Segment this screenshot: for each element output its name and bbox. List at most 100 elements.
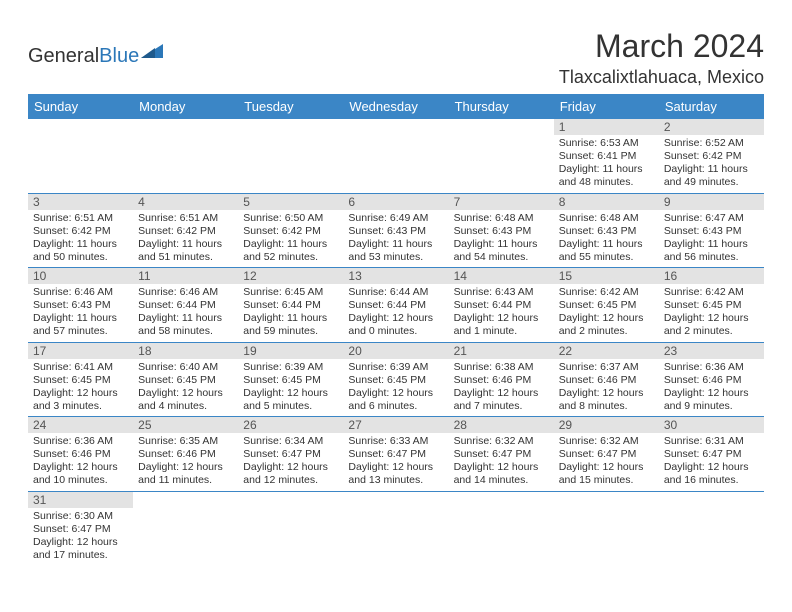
day-text: Sunrise: 6:39 AMSunset: 6:45 PMDaylight:… bbox=[343, 359, 448, 417]
day-cell: 2Sunrise: 6:52 AMSunset: 6:42 PMDaylight… bbox=[659, 119, 764, 193]
day-cell: 20Sunrise: 6:39 AMSunset: 6:45 PMDayligh… bbox=[343, 342, 448, 417]
weekday-header: Sunday bbox=[28, 94, 133, 119]
day-cell: 28Sunrise: 6:32 AMSunset: 6:47 PMDayligh… bbox=[449, 417, 554, 492]
empty-cell bbox=[238, 491, 343, 565]
day-text: Sunrise: 6:43 AMSunset: 6:44 PMDaylight:… bbox=[449, 284, 554, 342]
day-number: 6 bbox=[343, 194, 448, 210]
day-cell: 22Sunrise: 6:37 AMSunset: 6:46 PMDayligh… bbox=[554, 342, 659, 417]
weekday-header: Saturday bbox=[659, 94, 764, 119]
day-number: 19 bbox=[238, 343, 343, 359]
day-number: 26 bbox=[238, 417, 343, 433]
day-text: Sunrise: 6:36 AMSunset: 6:46 PMDaylight:… bbox=[659, 359, 764, 417]
day-text: Sunrise: 6:50 AMSunset: 6:42 PMDaylight:… bbox=[238, 210, 343, 268]
weekday-header: Friday bbox=[554, 94, 659, 119]
title-block: March 2024 Tlaxcalixtlahuaca, Mexico bbox=[559, 28, 764, 88]
day-number: 29 bbox=[554, 417, 659, 433]
empty-cell bbox=[238, 119, 343, 193]
day-cell: 21Sunrise: 6:38 AMSunset: 6:46 PMDayligh… bbox=[449, 342, 554, 417]
day-number: 2 bbox=[659, 119, 764, 135]
day-cell: 27Sunrise: 6:33 AMSunset: 6:47 PMDayligh… bbox=[343, 417, 448, 492]
empty-cell bbox=[133, 491, 238, 565]
empty-cell bbox=[133, 119, 238, 193]
day-text: Sunrise: 6:53 AMSunset: 6:41 PMDaylight:… bbox=[554, 135, 659, 193]
day-number: 16 bbox=[659, 268, 764, 284]
day-number: 5 bbox=[238, 194, 343, 210]
day-text: Sunrise: 6:35 AMSunset: 6:46 PMDaylight:… bbox=[133, 433, 238, 491]
day-number: 15 bbox=[554, 268, 659, 284]
empty-cell bbox=[449, 119, 554, 193]
day-number: 1 bbox=[554, 119, 659, 135]
day-number: 3 bbox=[28, 194, 133, 210]
day-text: Sunrise: 6:45 AMSunset: 6:44 PMDaylight:… bbox=[238, 284, 343, 342]
day-text: Sunrise: 6:41 AMSunset: 6:45 PMDaylight:… bbox=[28, 359, 133, 417]
empty-cell bbox=[343, 491, 448, 565]
day-cell: 6Sunrise: 6:49 AMSunset: 6:43 PMDaylight… bbox=[343, 193, 448, 268]
day-cell: 9Sunrise: 6:47 AMSunset: 6:43 PMDaylight… bbox=[659, 193, 764, 268]
location: Tlaxcalixtlahuaca, Mexico bbox=[559, 67, 764, 88]
day-number: 21 bbox=[449, 343, 554, 359]
day-text: Sunrise: 6:42 AMSunset: 6:45 PMDaylight:… bbox=[659, 284, 764, 342]
empty-cell bbox=[343, 119, 448, 193]
day-text: Sunrise: 6:37 AMSunset: 6:46 PMDaylight:… bbox=[554, 359, 659, 417]
day-text: Sunrise: 6:46 AMSunset: 6:44 PMDaylight:… bbox=[133, 284, 238, 342]
day-number: 7 bbox=[449, 194, 554, 210]
sail-icon bbox=[141, 44, 163, 58]
day-cell: 30Sunrise: 6:31 AMSunset: 6:47 PMDayligh… bbox=[659, 417, 764, 492]
day-text: Sunrise: 6:51 AMSunset: 6:42 PMDaylight:… bbox=[133, 210, 238, 268]
day-cell: 15Sunrise: 6:42 AMSunset: 6:45 PMDayligh… bbox=[554, 268, 659, 343]
day-number: 28 bbox=[449, 417, 554, 433]
day-text: Sunrise: 6:30 AMSunset: 6:47 PMDaylight:… bbox=[28, 508, 133, 566]
day-text: Sunrise: 6:34 AMSunset: 6:47 PMDaylight:… bbox=[238, 433, 343, 491]
empty-cell bbox=[659, 491, 764, 565]
calendar-body: 1Sunrise: 6:53 AMSunset: 6:41 PMDaylight… bbox=[28, 119, 764, 565]
day-text: Sunrise: 6:31 AMSunset: 6:47 PMDaylight:… bbox=[659, 433, 764, 491]
day-number: 14 bbox=[449, 268, 554, 284]
logo-text-dark: General bbox=[28, 45, 99, 68]
day-number: 23 bbox=[659, 343, 764, 359]
day-number: 17 bbox=[28, 343, 133, 359]
day-cell: 23Sunrise: 6:36 AMSunset: 6:46 PMDayligh… bbox=[659, 342, 764, 417]
weekday-header: Wednesday bbox=[343, 94, 448, 119]
day-cell: 19Sunrise: 6:39 AMSunset: 6:45 PMDayligh… bbox=[238, 342, 343, 417]
day-number: 18 bbox=[133, 343, 238, 359]
day-text: Sunrise: 6:48 AMSunset: 6:43 PMDaylight:… bbox=[449, 210, 554, 268]
day-number: 31 bbox=[28, 492, 133, 508]
day-text: Sunrise: 6:48 AMSunset: 6:43 PMDaylight:… bbox=[554, 210, 659, 268]
day-text: Sunrise: 6:40 AMSunset: 6:45 PMDaylight:… bbox=[133, 359, 238, 417]
day-number: 11 bbox=[133, 268, 238, 284]
empty-cell bbox=[554, 491, 659, 565]
day-text: Sunrise: 6:38 AMSunset: 6:46 PMDaylight:… bbox=[449, 359, 554, 417]
day-cell: 29Sunrise: 6:32 AMSunset: 6:47 PMDayligh… bbox=[554, 417, 659, 492]
day-number: 20 bbox=[343, 343, 448, 359]
day-number: 4 bbox=[133, 194, 238, 210]
day-number: 25 bbox=[133, 417, 238, 433]
day-cell: 24Sunrise: 6:36 AMSunset: 6:46 PMDayligh… bbox=[28, 417, 133, 492]
day-cell: 17Sunrise: 6:41 AMSunset: 6:45 PMDayligh… bbox=[28, 342, 133, 417]
day-number: 12 bbox=[238, 268, 343, 284]
empty-cell bbox=[28, 119, 133, 193]
day-cell: 10Sunrise: 6:46 AMSunset: 6:43 PMDayligh… bbox=[28, 268, 133, 343]
header: General Blue March 2024 Tlaxcalixtlahuac… bbox=[28, 20, 764, 90]
day-cell: 14Sunrise: 6:43 AMSunset: 6:44 PMDayligh… bbox=[449, 268, 554, 343]
weekday-header: Monday bbox=[133, 94, 238, 119]
day-text: Sunrise: 6:32 AMSunset: 6:47 PMDaylight:… bbox=[554, 433, 659, 491]
day-text: Sunrise: 6:47 AMSunset: 6:43 PMDaylight:… bbox=[659, 210, 764, 268]
day-text: Sunrise: 6:46 AMSunset: 6:43 PMDaylight:… bbox=[28, 284, 133, 342]
day-text: Sunrise: 6:49 AMSunset: 6:43 PMDaylight:… bbox=[343, 210, 448, 268]
day-number: 10 bbox=[28, 268, 133, 284]
day-cell: 5Sunrise: 6:50 AMSunset: 6:42 PMDaylight… bbox=[238, 193, 343, 268]
day-cell: 11Sunrise: 6:46 AMSunset: 6:44 PMDayligh… bbox=[133, 268, 238, 343]
day-number: 13 bbox=[343, 268, 448, 284]
logo: General Blue bbox=[28, 45, 163, 68]
day-number: 22 bbox=[554, 343, 659, 359]
day-cell: 25Sunrise: 6:35 AMSunset: 6:46 PMDayligh… bbox=[133, 417, 238, 492]
logo-text-blue: Blue bbox=[99, 45, 139, 68]
day-text: Sunrise: 6:32 AMSunset: 6:47 PMDaylight:… bbox=[449, 433, 554, 491]
day-text: Sunrise: 6:39 AMSunset: 6:45 PMDaylight:… bbox=[238, 359, 343, 417]
day-text: Sunrise: 6:36 AMSunset: 6:46 PMDaylight:… bbox=[28, 433, 133, 491]
day-cell: 18Sunrise: 6:40 AMSunset: 6:45 PMDayligh… bbox=[133, 342, 238, 417]
day-cell: 8Sunrise: 6:48 AMSunset: 6:43 PMDaylight… bbox=[554, 193, 659, 268]
day-text: Sunrise: 6:52 AMSunset: 6:42 PMDaylight:… bbox=[659, 135, 764, 193]
day-text: Sunrise: 6:51 AMSunset: 6:42 PMDaylight:… bbox=[28, 210, 133, 268]
day-cell: 12Sunrise: 6:45 AMSunset: 6:44 PMDayligh… bbox=[238, 268, 343, 343]
